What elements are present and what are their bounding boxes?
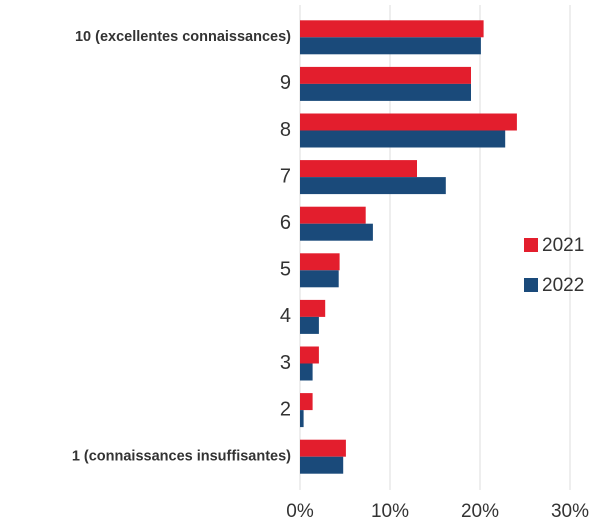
y-tick-label: 4 xyxy=(280,305,291,327)
bar xyxy=(300,439,346,457)
bar xyxy=(300,346,319,364)
legend-label: 2022 xyxy=(542,275,584,296)
x-tick-label: 10% xyxy=(371,501,409,522)
bar xyxy=(300,20,484,38)
x-tick-label: 30% xyxy=(551,501,589,522)
bar xyxy=(300,37,481,55)
bar xyxy=(300,253,340,271)
x-tick-label: 20% xyxy=(461,501,499,522)
bar xyxy=(300,83,471,101)
y-tick-label: 8 xyxy=(280,119,291,141)
y-tick-label: 3 xyxy=(280,352,291,374)
y-tick-label: 6 xyxy=(280,212,291,234)
bar xyxy=(300,363,313,381)
bar xyxy=(300,130,506,148)
y-tick-label: 5 xyxy=(280,259,291,281)
bar xyxy=(300,410,304,428)
x-tick-label: 0% xyxy=(286,501,314,522)
y-tick-label: 10 (excellentes connaissances) xyxy=(75,29,291,45)
y-tick-label: 1 (connaissances insuffisantes) xyxy=(72,449,291,465)
bar xyxy=(300,113,517,131)
y-tick-label: 2 xyxy=(280,398,291,420)
bar xyxy=(300,160,417,178)
bar xyxy=(300,177,446,195)
bar xyxy=(300,66,471,84)
legend-swatch xyxy=(524,278,538,292)
bar xyxy=(300,393,313,411)
bar xyxy=(300,270,339,288)
bar xyxy=(300,206,366,224)
bar xyxy=(300,223,373,241)
y-tick-label: 7 xyxy=(280,165,291,187)
legend-swatch xyxy=(524,238,538,252)
bar xyxy=(300,299,326,317)
bar xyxy=(300,456,344,474)
y-tick-label: 9 xyxy=(280,72,291,94)
legend-label: 2021 xyxy=(542,235,584,256)
bar xyxy=(300,316,319,334)
